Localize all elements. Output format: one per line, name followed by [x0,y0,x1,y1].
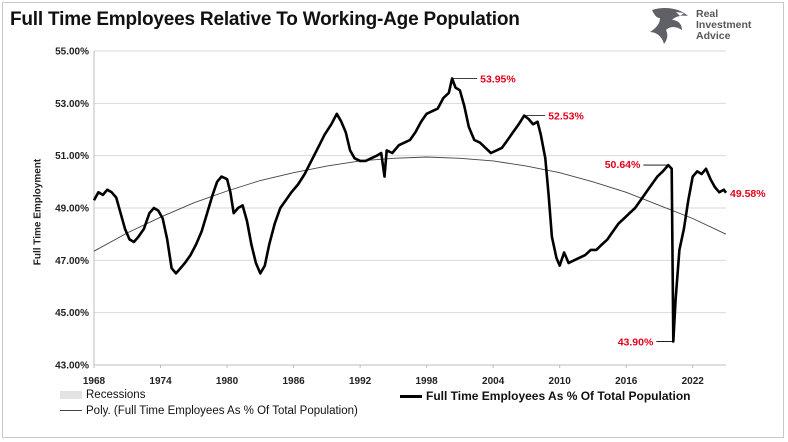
data-label: 43.90% [618,336,654,348]
y-tick-label: 51.00% [55,151,89,162]
data-label: 49.58% [730,188,766,200]
chart-title: Full Time Employees Relative To Working-… [10,9,520,30]
y-tick-label: 43.00% [55,361,89,372]
x-tick-label: 2022 [682,376,705,387]
x-tick-label: 1968 [83,376,106,387]
legend-recessions-swatch [60,390,82,399]
legend-poly-label: Poly. (Full Time Employees As % Of Total… [86,405,358,417]
legend-main-series: Full Time Employees As % Of Total Popula… [400,389,690,403]
x-tick-label: 1980 [216,376,239,387]
series-line-poly-trend [93,156,727,252]
eagle-logo-icon [650,8,688,44]
x-tick-label: 2010 [549,376,572,387]
y-tick-label: 53.00% [55,99,89,110]
legend-main-swatch [400,395,422,399]
logo-line-3: Advice [696,30,731,42]
x-tick-label: 1974 [149,376,172,387]
legend-poly-swatch [60,410,82,412]
logo-text: Real Investment Advice [696,9,751,42]
x-tick-label: 1998 [416,376,439,387]
x-tick-label: 2004 [482,376,505,387]
data-label: 52.53% [548,111,584,123]
series-line-full-time-employees [92,77,728,343]
legend-recessions: Recessions [60,389,145,401]
y-tick-label: 49.00% [55,204,89,215]
y-tick-label: 45.00% [55,308,89,319]
legend-poly-series: Poly. (Full Time Employees As % Of Total… [60,405,358,417]
data-label: 53.95% [480,73,516,85]
y-tick-label: 47.00% [55,256,89,267]
legend-recessions-label: Recessions [86,389,146,401]
x-tick-label: 1986 [282,376,305,387]
y-tick-label: 55.00% [55,47,89,58]
logo-line-1: Real [696,8,719,20]
x-tick-label: 1992 [349,376,372,387]
logo: Real Investment Advice [646,6,786,46]
data-label: 50.64% [605,159,641,171]
x-tick-label: 2016 [615,376,638,387]
logo-line-2: Investment [696,19,752,31]
legend-main-label: Full Time Employees As % Of Total Popula… [426,389,691,403]
